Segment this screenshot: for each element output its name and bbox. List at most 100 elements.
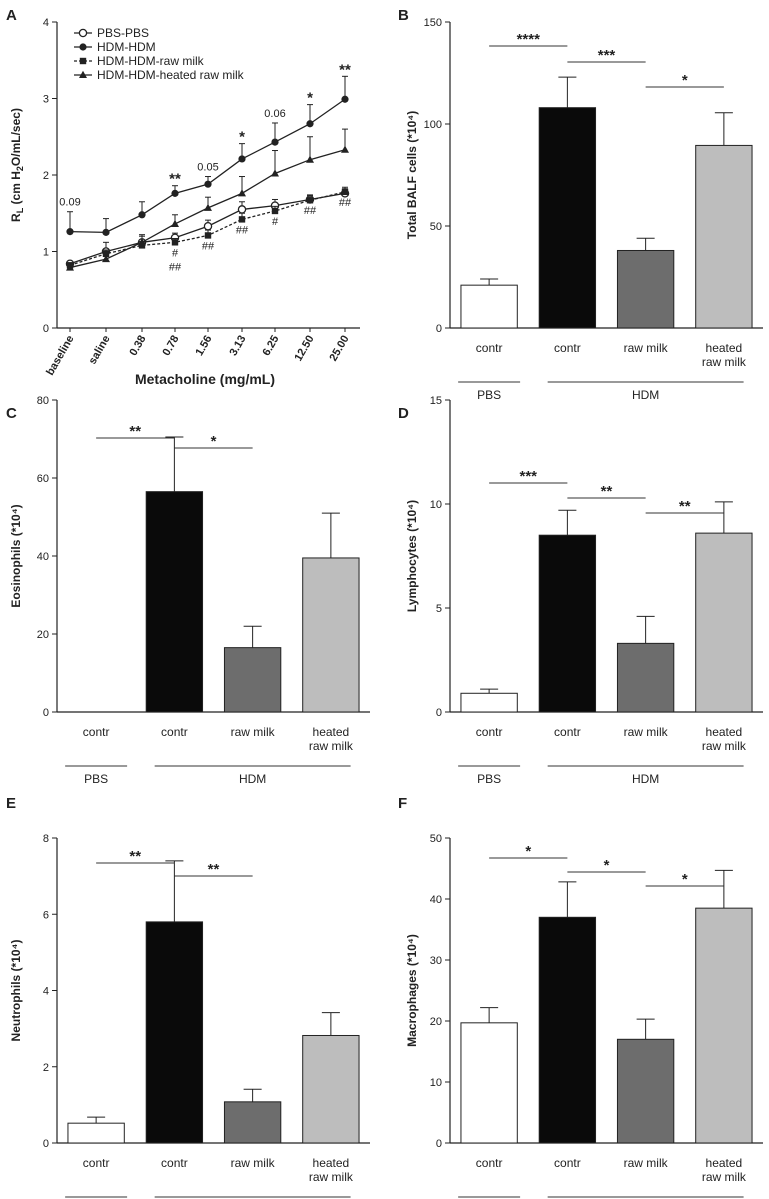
- panel-c: C 0 20 40 60 80 Eosinophils (*10⁴) contr contr ra…: [6, 395, 370, 786]
- marker-filled-triangle: [66, 263, 74, 271]
- legend-label: HDM-HDM-heated raw milk: [97, 68, 245, 82]
- group-label: HDM: [239, 772, 266, 786]
- bar: [460, 692, 518, 713]
- comparison-label: **: [208, 861, 220, 878]
- x-tick-label: baseline: [44, 334, 76, 378]
- bar: [616, 642, 675, 713]
- category-label: heated: [313, 725, 350, 739]
- y-tick-label: 150: [424, 17, 442, 29]
- marker-filled-square: [238, 216, 246, 223]
- legend-label: HDM-HDM: [97, 40, 156, 54]
- panel-letter: C: [6, 405, 17, 422]
- y-tick-label: 30: [430, 955, 442, 967]
- y-tick-label: 8: [43, 833, 49, 845]
- annotation-above: *: [307, 90, 313, 107]
- category-label: raw milk: [702, 1170, 747, 1184]
- bar: [616, 249, 675, 329]
- annotation-above: **: [169, 171, 181, 188]
- marker-filled-triangle: [204, 203, 212, 211]
- category-label: contr: [554, 341, 581, 355]
- y-tick-label: 15: [430, 395, 442, 407]
- y-axis-label: Eosinophils (*10⁴): [9, 504, 23, 607]
- x-tick-label: 3.13: [227, 334, 248, 359]
- annotation-above: 0.09: [59, 197, 80, 209]
- annotation-below: ##: [304, 205, 317, 217]
- y-tick-label: 80: [37, 395, 49, 407]
- bar: [145, 921, 204, 1144]
- comparison-label: *: [682, 72, 688, 89]
- series-hdm-hdm: [66, 75, 349, 236]
- category-label: contr: [476, 725, 503, 739]
- y-tick-label: 1: [43, 247, 49, 259]
- panel-b: B 0 50 100 150 Total BALF cells (*10⁴) contr co…: [398, 7, 763, 402]
- marker-filled-circle: [204, 180, 212, 188]
- panel-letter: D: [398, 405, 409, 422]
- y-axis-label-part: 2: [15, 166, 25, 171]
- marker-filled-circle: [341, 95, 349, 103]
- category-label: raw milk: [309, 1170, 354, 1184]
- bar: [695, 532, 753, 713]
- group-label: PBS: [477, 388, 501, 402]
- category-label: raw milk: [624, 725, 669, 739]
- group-label: PBS: [84, 772, 108, 786]
- annotation-below: #: [272, 216, 279, 228]
- y-axis-label: Lymphocytes (*10⁴): [405, 500, 419, 612]
- bar: [538, 916, 597, 1144]
- comparison-label: ***: [598, 47, 616, 64]
- panel-e: E 0 2 4 6 8 Neutrophils (*10⁴) contr contr raw mi…: [6, 795, 370, 1198]
- series-hdm-hdm-heated-raw-milk: [66, 128, 349, 271]
- panel-letter: E: [6, 795, 16, 812]
- comparison-label: *: [682, 871, 688, 888]
- bar: [460, 1022, 518, 1144]
- y-tick-label: 6: [43, 909, 49, 921]
- marker-open-circle: [203, 222, 213, 231]
- panel-letter: B: [398, 7, 409, 24]
- group-label: PBS: [477, 772, 501, 786]
- y-tick-label: 0: [43, 707, 49, 719]
- marker-open-circle: [237, 205, 247, 214]
- y-axis-label: Total BALF cells (*10⁴): [405, 111, 419, 239]
- marker-filled-circle: [306, 120, 314, 128]
- y-tick-label: 4: [43, 986, 49, 998]
- x-tick-label: saline: [87, 334, 113, 367]
- comparison-label: **: [679, 498, 691, 515]
- category-label: contr: [83, 1156, 110, 1170]
- category-label: raw milk: [624, 1156, 669, 1170]
- bar: [695, 907, 753, 1144]
- panel-letter: F: [398, 795, 407, 812]
- y-tick-label: 10: [430, 1077, 442, 1089]
- y-axis-label-part: R: [9, 213, 23, 222]
- panel-d: D 0 5 10 15 Lymphocytes (*10⁴) contr contr raw m…: [398, 395, 763, 786]
- y-tick-label: 0: [43, 1138, 49, 1150]
- category-label: contr: [476, 341, 503, 355]
- annotation-below: ##: [202, 240, 215, 252]
- marker-filled-circle: [271, 138, 279, 146]
- marker-filled-square: [138, 242, 146, 249]
- marker-open-circle: [78, 28, 88, 38]
- legend-label: HDM-HDM-raw milk: [97, 54, 205, 68]
- category-label: raw milk: [624, 341, 669, 355]
- category-label: heated: [706, 341, 743, 355]
- bar: [538, 107, 597, 329]
- y-tick-label: 20: [37, 629, 49, 641]
- annotation-below: ##: [236, 224, 249, 236]
- comparison-label: ***: [519, 468, 537, 485]
- y-tick-label: 2: [43, 170, 49, 182]
- category-label: raw milk: [309, 739, 354, 753]
- marker-filled-circle: [79, 43, 87, 51]
- x-axis-label: Metacholine (mg/mL): [135, 371, 275, 387]
- category-label: contr: [476, 1156, 503, 1170]
- y-axis-label: RL (cm H2O/mL/sec): [9, 108, 25, 222]
- panel-f: F 0 10 20 30 40 50 Macrophages (*10⁴) contr contr…: [398, 795, 763, 1198]
- marker-filled-square: [271, 207, 279, 215]
- comparison-label: *: [525, 843, 531, 860]
- category-label: raw milk: [231, 725, 276, 739]
- x-tick-label: 12.50: [292, 334, 316, 364]
- marker-filled-circle: [171, 189, 179, 197]
- marker-filled-square: [79, 57, 87, 65]
- group-label: HDM: [632, 772, 659, 786]
- y-tick-label: 0: [43, 323, 49, 335]
- comparison-label: **: [129, 848, 141, 865]
- marker-filled-square: [306, 197, 314, 204]
